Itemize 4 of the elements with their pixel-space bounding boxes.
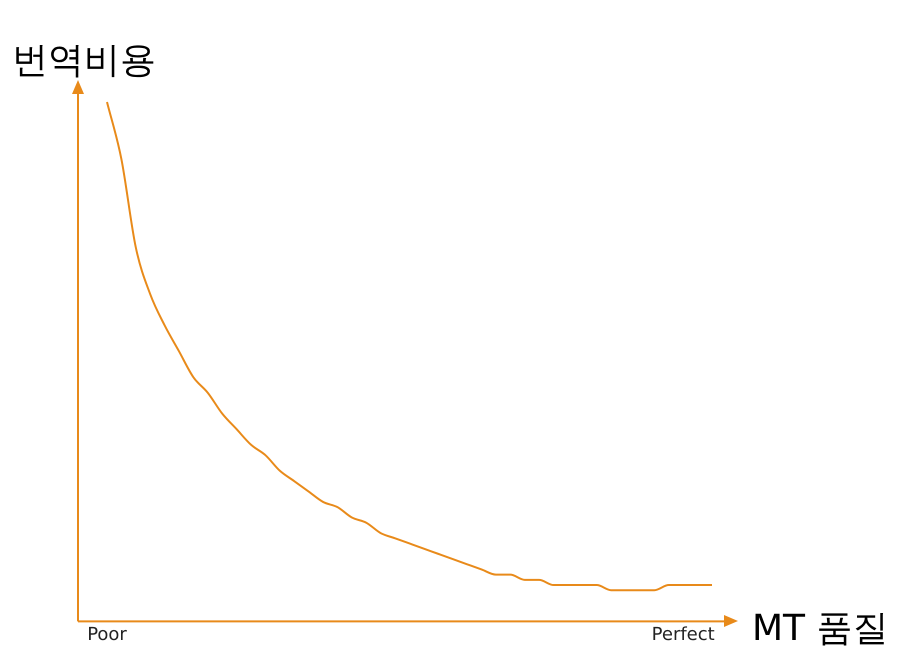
x-tick-label: Perfect bbox=[652, 624, 715, 645]
x-tick-label: Poor bbox=[87, 624, 128, 645]
x-axis-title: MT 품질 bbox=[752, 607, 888, 651]
y-axis-title: 번역비용 bbox=[12, 39, 156, 83]
